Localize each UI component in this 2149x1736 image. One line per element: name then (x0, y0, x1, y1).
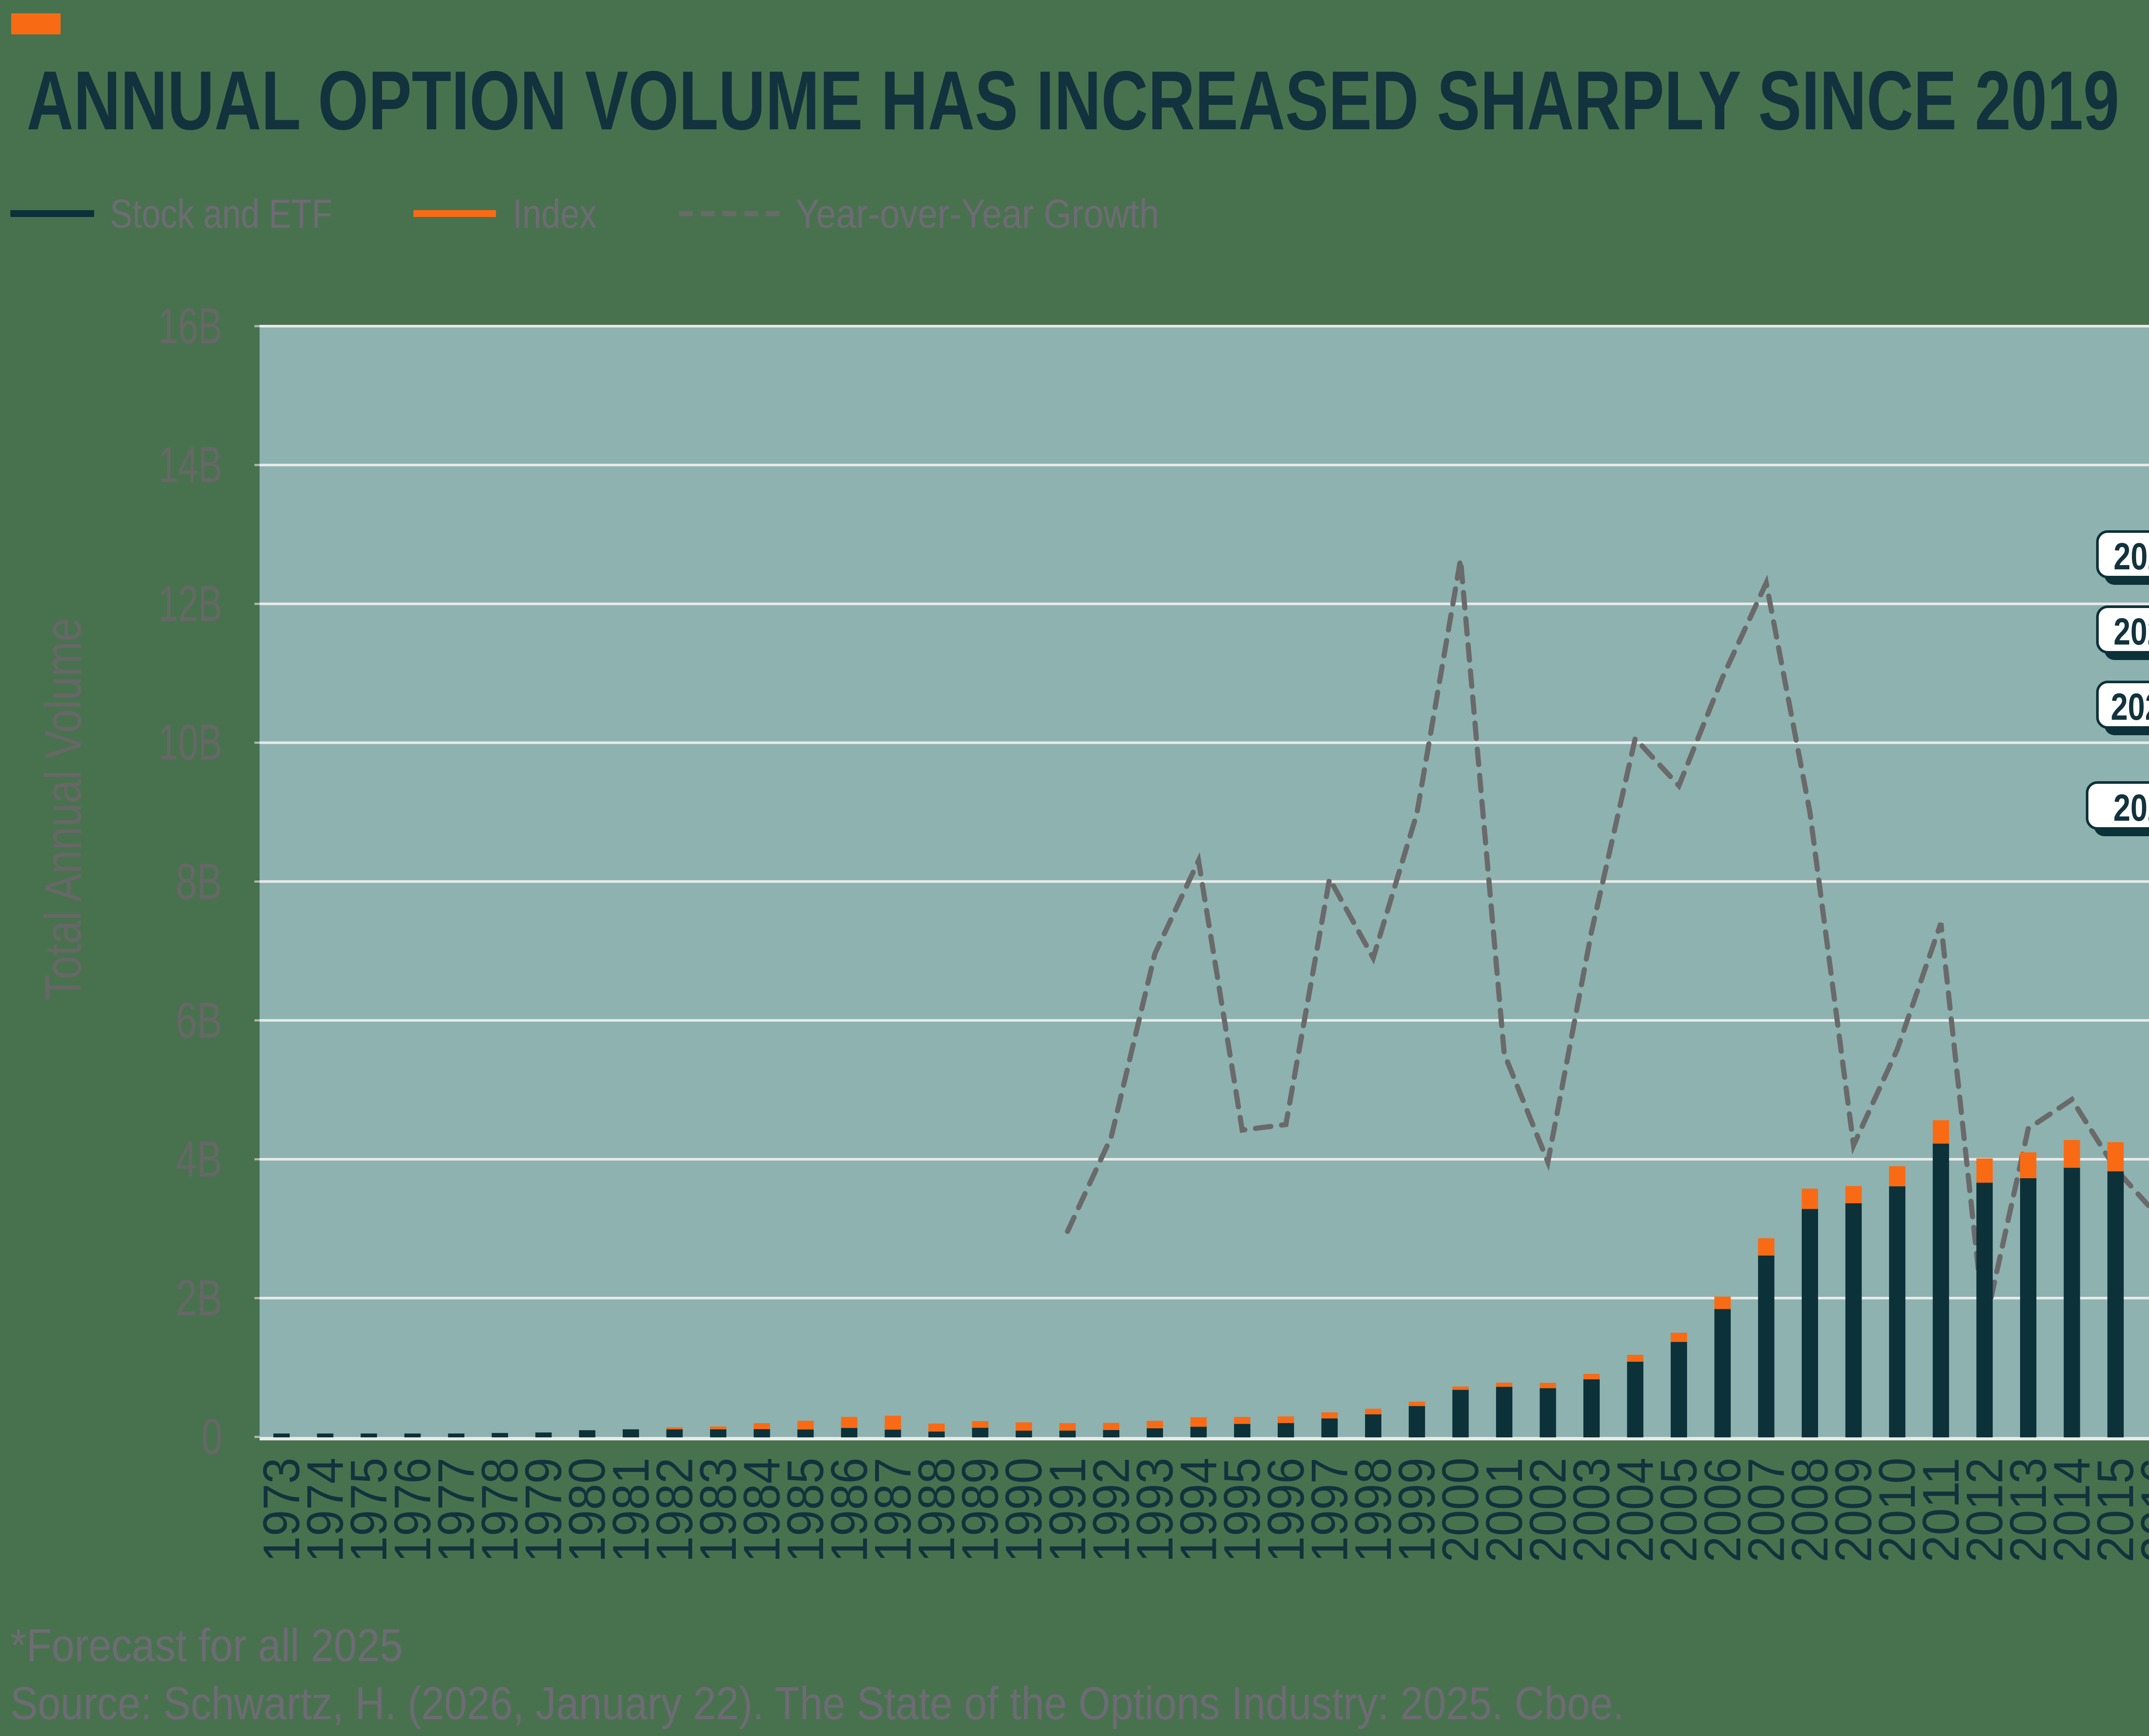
svg-text:2011: 2011 (1912, 1458, 1970, 1562)
svg-text:2009: 2009 (1825, 1458, 1883, 1562)
svg-text:2004: 2004 (1607, 1458, 1664, 1562)
svg-text:1993: 1993 (1126, 1458, 1184, 1562)
svg-text:1981: 1981 (602, 1458, 660, 1562)
svg-text:2022, 10.3B: 2022, 10.3B (2114, 610, 2149, 653)
svg-text:1991: 1991 (1039, 1458, 1096, 1562)
svg-text:16B: 16B (158, 298, 222, 355)
svg-text:Source: Schwartz, H. (2026, Ja: Source: Schwartz, H. (2026, January 22).… (10, 1677, 1624, 1729)
svg-text:2010: 2010 (1868, 1458, 1926, 1562)
svg-text:1985: 1985 (777, 1458, 834, 1562)
svg-text:*Forecast for all 2025: *Forecast for all 2025 (10, 1619, 403, 1671)
svg-text:2012: 2012 (1956, 1458, 2013, 1562)
svg-text:8B: 8B (176, 853, 222, 910)
svg-text:1990: 1990 (995, 1458, 1053, 1562)
svg-text:1998: 1998 (1344, 1458, 1402, 1562)
svg-text:6B: 6B (176, 992, 222, 1049)
svg-text:10B: 10B (158, 714, 222, 771)
svg-text:2001: 2001 (1476, 1458, 1533, 1562)
svg-text:2016: 2016 (2131, 1458, 2149, 1562)
svg-text:1974: 1974 (297, 1458, 354, 1562)
svg-text:2007: 2007 (1737, 1458, 1795, 1562)
svg-text:14B: 14B (158, 437, 222, 493)
svg-text:2014: 2014 (2043, 1458, 2101, 1562)
svg-text:1989: 1989 (952, 1458, 1009, 1562)
svg-text:2008: 2008 (1781, 1458, 1839, 1562)
svg-text:Index: Index (513, 191, 597, 237)
svg-text:1988: 1988 (908, 1458, 965, 1562)
svg-text:2003: 2003 (1563, 1458, 1620, 1562)
svg-text:Stock and ETF: Stock and ETF (110, 191, 332, 237)
svg-text:2000: 2000 (1432, 1458, 1489, 1562)
svg-text:1994: 1994 (1170, 1458, 1228, 1562)
svg-text:2005: 2005 (1650, 1458, 1708, 1562)
svg-text:Total Annual Volume: Total Annual Volume (34, 618, 92, 1000)
svg-text:1999: 1999 (1388, 1458, 1446, 1562)
svg-text:1987: 1987 (864, 1458, 921, 1562)
svg-text:2015: 2015 (2087, 1458, 2144, 1562)
svg-text:1980: 1980 (558, 1458, 616, 1562)
svg-text:2013: 2013 (1999, 1458, 2057, 1562)
svg-text:1979: 1979 (515, 1458, 572, 1562)
svg-text:ANNUAL OPTION VOLUME HAS INCRE: ANNUAL OPTION VOLUME HAS INCREASED SHARP… (27, 54, 2119, 147)
svg-text:1996: 1996 (1257, 1458, 1315, 1562)
svg-text:1983: 1983 (689, 1458, 747, 1562)
svg-text:1975: 1975 (340, 1458, 398, 1562)
svg-text:1976: 1976 (384, 1458, 441, 1562)
svg-text:1992: 1992 (1082, 1458, 1140, 1562)
svg-text:1978: 1978 (471, 1458, 529, 1562)
svg-text:1973: 1973 (253, 1458, 310, 1562)
svg-text:1997: 1997 (1301, 1458, 1358, 1562)
svg-text:1982: 1982 (646, 1458, 703, 1562)
svg-text:1984: 1984 (733, 1458, 791, 1562)
svg-text:2B: 2B (176, 1270, 222, 1326)
svg-text:12B: 12B (158, 575, 222, 632)
svg-text:2021, 9.9B: 2021, 9.9B (2111, 685, 2149, 728)
svg-text:Year-over-Year Growth: Year-over-Year Growth (796, 191, 1159, 237)
svg-text:0: 0 (202, 1409, 222, 1465)
svg-text:4B: 4B (176, 1131, 222, 1188)
svg-text:2006: 2006 (1694, 1458, 1751, 1562)
svg-text:2002: 2002 (1519, 1458, 1577, 1562)
svg-text:1986: 1986 (820, 1458, 878, 1562)
svg-text:2023, 11.1B: 2023, 11.1B (2114, 535, 2149, 578)
svg-text:1977: 1977 (427, 1458, 485, 1562)
svg-text:1995: 1995 (1213, 1458, 1271, 1562)
